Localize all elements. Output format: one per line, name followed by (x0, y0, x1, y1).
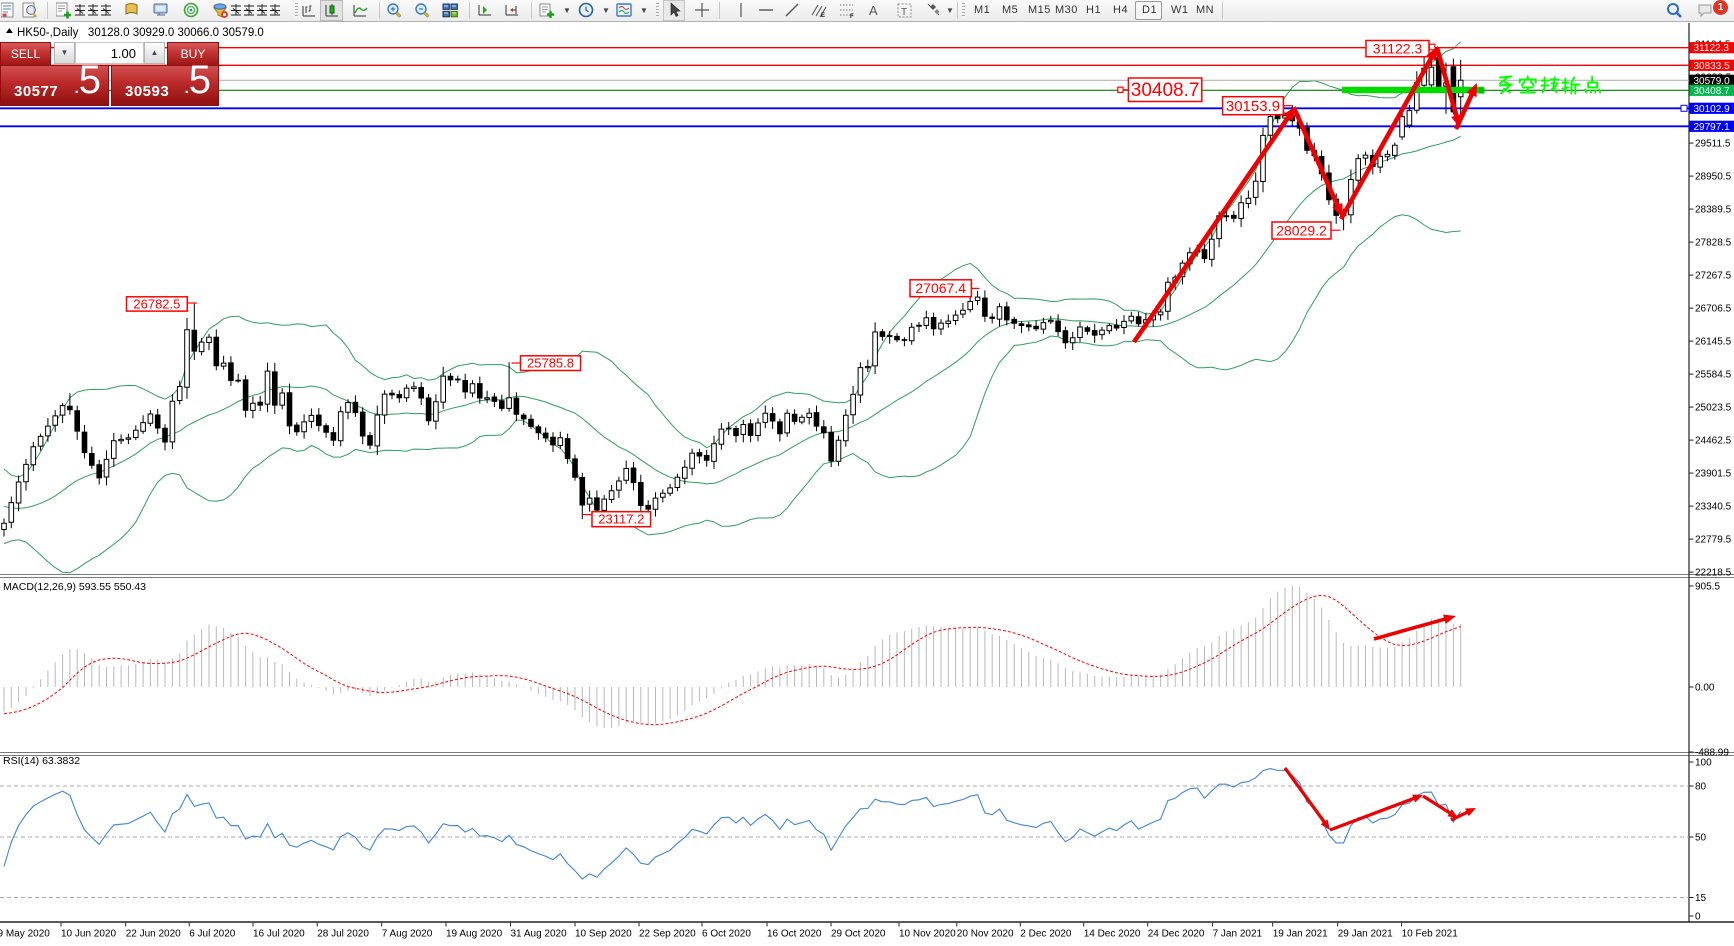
svg-text:23901.5: 23901.5 (1695, 469, 1732, 480)
svg-text:22218.5: 22218.5 (1695, 568, 1732, 579)
svg-text:27267.5: 27267.5 (1695, 271, 1732, 282)
svg-text:14 Dec 2020: 14 Dec 2020 (1084, 929, 1141, 940)
svg-text:0.00: 0.00 (1695, 683, 1715, 694)
svg-text:25785.8: 25785.8 (527, 356, 574, 371)
svg-text:HK50-,Daily 30128.0 30929.0: HK50-,Daily 30128.0 30929.0 30066.0 3057… (17, 27, 264, 39)
svg-text:7 Jan 2021: 7 Jan 2021 (1213, 929, 1263, 940)
svg-text:31122.3: 31122.3 (1694, 43, 1730, 54)
svg-text:10 Sep 2020: 10 Sep 2020 (575, 929, 632, 940)
svg-text:19 Jan 2021: 19 Jan 2021 (1273, 929, 1328, 940)
svg-text:22 Sep 2020: 22 Sep 2020 (639, 929, 696, 940)
svg-text:22779.5: 22779.5 (1695, 535, 1732, 546)
svg-text:20 Nov 2020: 20 Nov 2020 (957, 929, 1014, 940)
svg-text:29 Oct 2020: 29 Oct 2020 (831, 929, 886, 940)
svg-text:29 Jan 2021: 29 Jan 2021 (1338, 929, 1393, 940)
svg-text:26145.5: 26145.5 (1695, 337, 1732, 348)
svg-text:30153.9: 30153.9 (1226, 98, 1280, 115)
svg-text:16 Jul 2020: 16 Jul 2020 (253, 929, 305, 940)
svg-text:31 Aug 2020: 31 Aug 2020 (511, 929, 568, 940)
svg-text:19 Aug 2020: 19 Aug 2020 (446, 929, 503, 940)
svg-text:6 Oct 2020: 6 Oct 2020 (702, 929, 751, 940)
svg-text:80: 80 (1695, 782, 1707, 793)
svg-text:RSI(14) 63.3832: RSI(14) 63.3832 (3, 755, 80, 767)
svg-text:24 Dec 2020: 24 Dec 2020 (1148, 929, 1205, 940)
svg-text:28950.5: 28950.5 (1695, 172, 1732, 183)
svg-text:T: T (901, 7, 907, 18)
svg-text:30408.7: 30408.7 (1694, 86, 1731, 97)
svg-text:905.5: 905.5 (1695, 582, 1720, 593)
svg-text:0: 0 (1695, 912, 1701, 923)
svg-text:27828.5: 27828.5 (1695, 238, 1732, 249)
svg-text:25584.5: 25584.5 (1695, 370, 1732, 381)
svg-text:29797.1: 29797.1 (1694, 122, 1731, 133)
svg-text:23117.2: 23117.2 (598, 512, 644, 527)
svg-text:31122.3: 31122.3 (1373, 40, 1423, 56)
svg-text:30833.5: 30833.5 (1694, 61, 1731, 72)
svg-text:10 Jun 2020: 10 Jun 2020 (61, 929, 116, 940)
svg-text:22 Jun 2020: 22 Jun 2020 (126, 929, 181, 940)
svg-text:30102.9: 30102.9 (1694, 104, 1731, 115)
svg-text:25023.5: 25023.5 (1695, 403, 1732, 414)
svg-text:F: F (850, 14, 854, 19)
svg-text:10 Nov 2020: 10 Nov 2020 (899, 929, 956, 940)
svg-text:23340.5: 23340.5 (1695, 502, 1732, 513)
svg-text:7 Aug 2020: 7 Aug 2020 (382, 929, 433, 940)
svg-text:E: E (821, 13, 825, 19)
svg-text:28 Jul 2020: 28 Jul 2020 (317, 929, 369, 940)
svg-text:26706.5: 26706.5 (1695, 304, 1732, 315)
svg-text:6 Jul 2020: 6 Jul 2020 (189, 929, 236, 940)
svg-text:50: 50 (1695, 833, 1707, 844)
svg-text:28389.5: 28389.5 (1695, 205, 1732, 216)
svg-text:30408.7: 30408.7 (1131, 80, 1200, 101)
svg-text:24462.5: 24462.5 (1695, 436, 1732, 447)
svg-text:10 Feb 2021: 10 Feb 2021 (1402, 929, 1459, 940)
svg-text:26782.5: 26782.5 (133, 296, 180, 311)
svg-text:15: 15 (1695, 893, 1707, 904)
svg-text:MACD(12,26,9) 593.55 550.43: MACD(12,26,9) 593.55 550.43 (3, 581, 146, 593)
svg-text:29511.5: 29511.5 (1695, 139, 1731, 150)
svg-text:2 Dec 2020: 2 Dec 2020 (1020, 929, 1072, 940)
svg-text:-488.99: -488.99 (1695, 748, 1729, 759)
svg-text:29 May 2020: 29 May 2020 (0, 929, 50, 940)
svg-text:100: 100 (1695, 758, 1712, 769)
svg-text:16 Oct 2020: 16 Oct 2020 (767, 929, 822, 940)
svg-text:30579.0: 30579.0 (1694, 76, 1731, 87)
svg-text:28029.2: 28029.2 (1276, 222, 1327, 238)
svg-text:27067.4: 27067.4 (915, 280, 966, 296)
